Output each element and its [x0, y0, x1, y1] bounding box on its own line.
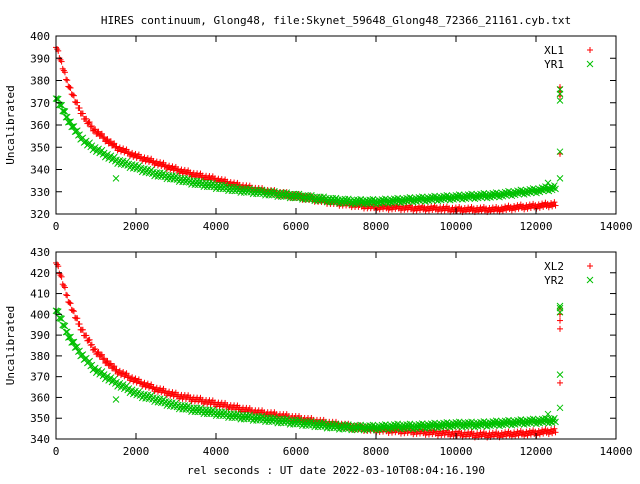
- y-tick-label: 380: [30, 75, 50, 88]
- x-tick-label: 6000: [283, 220, 310, 233]
- chart-title: HIRES continuum, Glong48, file:Skynet_59…: [101, 14, 571, 27]
- y-tick-label: 320: [30, 208, 50, 221]
- y-tick-label: 350: [30, 141, 50, 154]
- legend-label-xl1: XL1: [544, 44, 564, 57]
- y-tick-label: 340: [30, 164, 50, 177]
- y-axis-label-1: Uncalibrated: [4, 85, 17, 164]
- x-tick-label: 10000: [439, 220, 472, 233]
- x-tick-label: 2000: [123, 220, 150, 233]
- legend-label-yr1: YR1: [544, 58, 564, 71]
- x-axis-label: rel seconds : UT date 2022-03-10T08:04:1…: [187, 464, 485, 477]
- x-tick-label: 8000: [363, 220, 390, 233]
- x-tick-label: 0: [53, 220, 60, 233]
- y-tick-label: 400: [30, 30, 50, 43]
- y-tick-label: 360: [30, 119, 50, 132]
- x-tick-label: 12000: [519, 220, 552, 233]
- x-tick-label: 4000: [203, 220, 230, 233]
- y-tick-label: 330: [30, 186, 50, 199]
- x-tick-label: 14000: [599, 220, 632, 233]
- y-tick-label: 390: [30, 52, 50, 65]
- y-tick-label: 370: [30, 97, 50, 110]
